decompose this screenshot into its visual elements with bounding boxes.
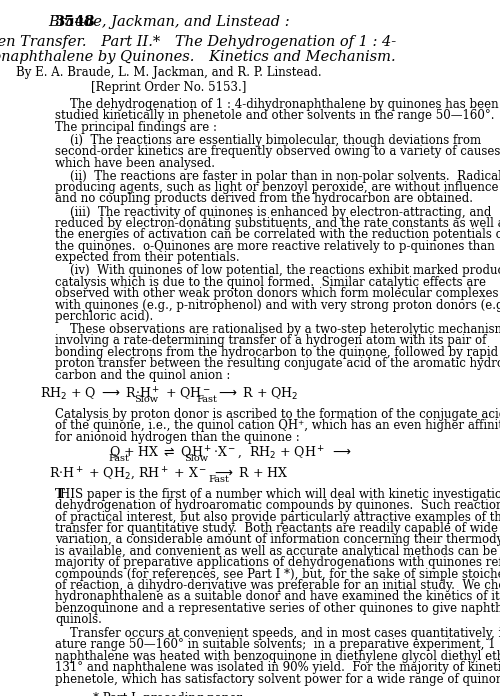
Text: dehydrogenation of hydroaromatic compounds by quinones.  Such reactions are not : dehydrogenation of hydroaromatic compoun… xyxy=(55,499,500,512)
Text: which have been analysed.: which have been analysed. xyxy=(55,157,215,170)
Text: variation, a considerable amount of information concerning their thermodynamic p: variation, a considerable amount of info… xyxy=(55,533,500,546)
Text: Slow: Slow xyxy=(184,454,208,463)
Text: naphthalene was heated with benzoquinone in diethylene glycol diethyl ether for : naphthalene was heated with benzoquinone… xyxy=(55,650,500,663)
Text: HIS paper is the first of a number which will deal with kinetic investigations o: HIS paper is the first of a number which… xyxy=(60,488,500,501)
Text: involving a rate-determining transfer of a hydrogen atom with its pair of: involving a rate-determining transfer of… xyxy=(55,335,486,347)
Text: with quinones (e.g., p-nitrophenol) and with very strong proton donors (e.g.,: with quinones (e.g., p-nitrophenol) and … xyxy=(55,299,500,312)
Text: the quinones.  o-Quinones are more reactive relatively to p-quinones than: the quinones. o-Quinones are more reacti… xyxy=(55,240,495,253)
Text: majority of preparative applications of dehydrogenations with quinones refer to : majority of preparative applications of … xyxy=(55,556,500,569)
Text: compounds (for references, see Part I *), but, for the sake of simple stoicheiom: compounds (for references, see Part I *)… xyxy=(55,568,500,580)
Text: Q + HX $\rightleftharpoons$ QH$^+$$\cdot$X$^-$,  RH$_2$ + QH$^+$ $\longrightarro: Q + HX $\rightleftharpoons$ QH$^+$$\cdot… xyxy=(110,445,352,461)
Text: and no coupling products derived from the hydrocarbon are obtained.: and no coupling products derived from th… xyxy=(55,193,473,205)
Text: (ii)  The reactions are faster in polar than in non-polar solvents.  Radical-: (ii) The reactions are faster in polar t… xyxy=(55,170,500,182)
Text: 131° and naphthalene was isolated in 90% yield.  For the majority of kinetic exp: 131° and naphthalene was isolated in 90%… xyxy=(55,661,500,674)
Text: catalysis which is due to the quinol formed.  Similar catalytic effects are: catalysis which is due to the quinol for… xyxy=(55,276,486,289)
Text: studied kinetically in phenetole and other solvents in the range 50—160°.: studied kinetically in phenetole and oth… xyxy=(55,109,494,122)
Text: transfer for quantitative study.  Both reactants are readily capable of wide str: transfer for quantitative study. Both re… xyxy=(55,522,500,535)
Text: (iii)  The reactivity of quinones is enhanced by electron-attracting, and: (iii) The reactivity of quinones is enha… xyxy=(55,205,492,219)
Text: expected from their potentials.: expected from their potentials. xyxy=(55,251,240,264)
Text: 3548: 3548 xyxy=(55,15,96,29)
Text: is available, and convenient as well as accurate analytical methods can be devis: is available, and convenient as well as … xyxy=(55,545,500,558)
Text: (i)  The reactions are essentially bimolecular, though deviations from: (i) The reactions are essentially bimole… xyxy=(55,134,481,147)
Text: hydronaphthalene as a suitable donor and have examined the kinetics of its react: hydronaphthalene as a suitable donor and… xyxy=(55,590,500,603)
Text: R$\cdot$H$^+$ + QH$_2$, RH$^+$ + X$^-$ $\longrightarrow$ R + HX: R$\cdot$H$^+$ + QH$_2$, RH$^+$ + X$^-$ $… xyxy=(49,465,288,482)
Text: observed with other weak proton donors which form molecular complexes: observed with other weak proton donors w… xyxy=(55,287,498,300)
Text: RH$_2$ + Q $\longrightarrow$ R$\cdot$H$^+$ + QH$^-$ $\longrightarrow$ R + QH$_2$: RH$_2$ + Q $\longrightarrow$ R$\cdot$H$^… xyxy=(40,385,298,402)
Text: of the quinone, i.e., the quinol cation QH⁺, which has an even higher affinity: of the quinone, i.e., the quinol cation … xyxy=(55,420,500,432)
Text: These observations are rationalised by a two-step heterolytic mechanism: These observations are rationalised by a… xyxy=(55,323,500,336)
Text: perchloric acid).: perchloric acid). xyxy=(55,310,154,323)
Text: Catalysis by proton donor is ascribed to the formation of the conjugate acid: Catalysis by proton donor is ascribed to… xyxy=(55,408,500,421)
Text: phenetole, which has satisfactory solvent power for a wide range of quinones and: phenetole, which has satisfactory solven… xyxy=(55,672,500,686)
Text: second-order kinetics are frequently observed owing to a variety of causes,: second-order kinetics are frequently obs… xyxy=(55,145,500,158)
Text: producing agents, such as light or benzoyl peroxide, are without influence: producing agents, such as light or benzo… xyxy=(55,181,498,194)
Text: * Part I, preceding paper.: * Part I, preceding paper. xyxy=(93,692,245,696)
Text: (iv)  With quinones of low potential, the reactions exhibit marked product: (iv) With quinones of low potential, the… xyxy=(55,264,500,277)
Text: Fast: Fast xyxy=(196,395,218,404)
Text: the energies of activation can be correlated with the reduction potentials of: the energies of activation can be correl… xyxy=(55,228,500,242)
Text: quinols.: quinols. xyxy=(55,613,102,626)
Text: [Reprint Order No. 5153.]: [Reprint Order No. 5153.] xyxy=(92,81,246,94)
Text: The principal findings are :: The principal findings are : xyxy=(55,120,217,134)
Text: carbon and the quinol anion :: carbon and the quinol anion : xyxy=(55,369,231,381)
Text: Braude, Jackman, and Linstead :: Braude, Jackman, and Linstead : xyxy=(48,15,290,29)
Text: The dehydrogenation of 1 : 4-dihydronaphthalene by quinones has been: The dehydrogenation of 1 : 4-dihydronaph… xyxy=(55,98,498,111)
Text: Dihydronaphthalene by Quinones.  Kinetics and Mechanism.: Dihydronaphthalene by Quinones. Kinetics… xyxy=(0,50,396,64)
Text: reduced by electron-donating substituents, and the rate constants as well as: reduced by electron-donating substituent… xyxy=(55,217,500,230)
Text: proton transfer between the resulting conjugate acid of the aromatic hydro-: proton transfer between the resulting co… xyxy=(55,357,500,370)
Text: Transfer occurs at convenient speeds, and in most cases quantitatively, in the t: Transfer occurs at convenient speeds, an… xyxy=(55,627,500,640)
Text: benzoquinone and a representative series of other quinones to give naphthalene a: benzoquinone and a representative series… xyxy=(55,602,500,615)
Text: Hydrogen Transfer.  Part II.*  The Dehydrogenation of 1 : 4-: Hydrogen Transfer. Part II.* The Dehydro… xyxy=(0,35,396,49)
Text: Fast: Fast xyxy=(208,475,230,484)
Text: bonding electrons from the hydrocarbon to the quinone, followed by rapid: bonding electrons from the hydrocarbon t… xyxy=(55,346,498,359)
Text: Slow: Slow xyxy=(134,395,158,404)
Text: for anionoid hydrogen than the quinone :: for anionoid hydrogen than the quinone : xyxy=(55,431,300,444)
Text: Fast: Fast xyxy=(108,454,129,463)
Text: of practical interest, but also provide particularly attractive examples of ther: of practical interest, but also provide … xyxy=(55,511,500,523)
Text: ature range 50—160° in suitable solvents;  in a preparative experiment, 1 : 4-di: ature range 50—160° in suitable solvents… xyxy=(55,638,500,651)
Text: T: T xyxy=(55,488,65,501)
Text: of reaction, a dihydro-derivative was preferable for an initial study.  We chose: of reaction, a dihydro-derivative was pr… xyxy=(55,579,500,592)
Text: By E. A. Braude, L. M. Jackman, and R. P. Linstead.: By E. A. Braude, L. M. Jackman, and R. P… xyxy=(16,66,322,79)
